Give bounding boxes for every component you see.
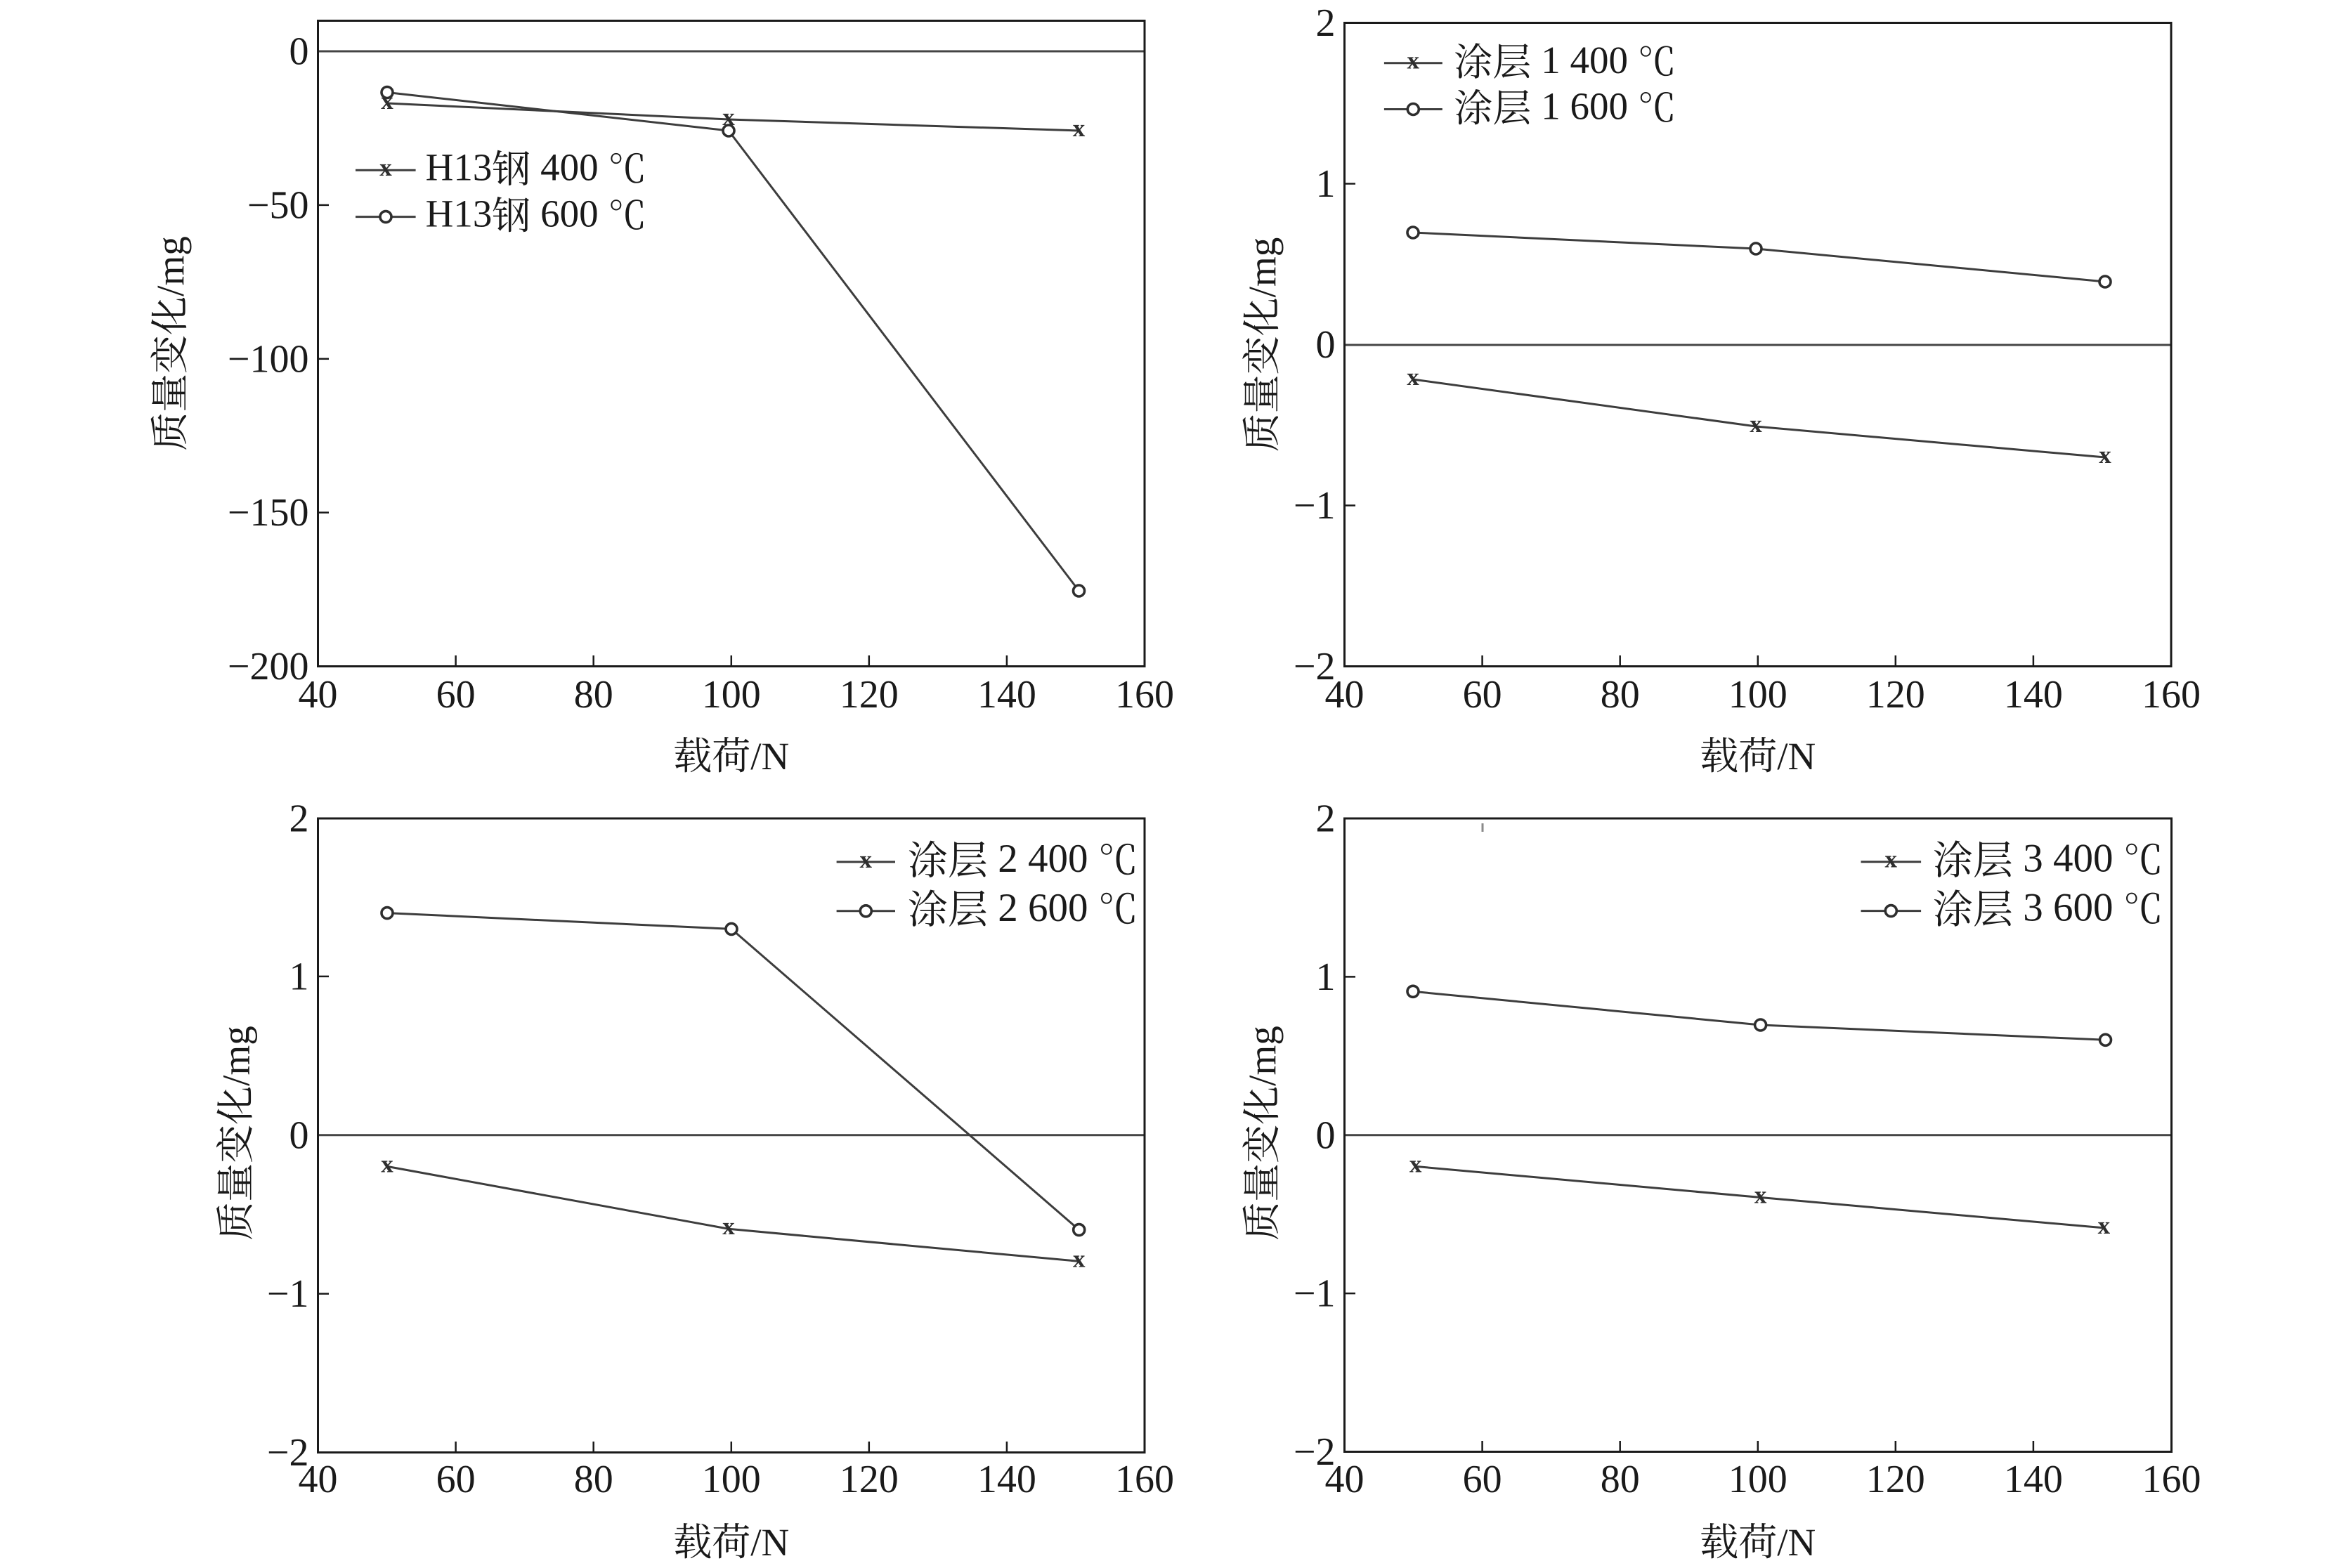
svg-text:/N: /N (750, 735, 789, 778)
svg-text:0: 0 (289, 30, 309, 74)
svg-text:160: 160 (1115, 673, 1174, 717)
svg-text:/N: /N (750, 1521, 789, 1564)
svg-text:60: 60 (1463, 1458, 1502, 1501)
svg-text:1 600: 1 600 (1541, 85, 1628, 128)
svg-text:120: 120 (840, 1458, 899, 1501)
svg-text:x: x (381, 1150, 393, 1177)
svg-text:100: 100 (702, 1458, 761, 1501)
svg-text:/mg: /mg (149, 236, 192, 296)
svg-text:−200: −200 (228, 645, 309, 688)
svg-text:x: x (1754, 1181, 1767, 1208)
svg-text:0: 0 (1316, 323, 1336, 367)
svg-text:H13: H13 (426, 192, 493, 235)
svg-text:−1: −1 (1294, 1272, 1336, 1316)
svg-text:−1: −1 (267, 1272, 309, 1316)
svg-text:x: x (1073, 1245, 1086, 1272)
svg-text:1: 1 (1316, 162, 1336, 206)
svg-text:−2: −2 (1294, 645, 1336, 688)
svg-text:160: 160 (1115, 1458, 1174, 1501)
svg-text:−50: −50 (247, 183, 309, 227)
svg-text:/mg: /mg (214, 1026, 257, 1086)
svg-text:−100: −100 (228, 337, 309, 381)
svg-text:x: x (2098, 1212, 2111, 1239)
svg-text:80: 80 (1601, 673, 1640, 717)
svg-text:x: x (722, 1213, 735, 1240)
svg-text:3 400: 3 400 (2023, 837, 2113, 881)
svg-text:60: 60 (1463, 673, 1502, 717)
svg-text:x: x (860, 846, 873, 873)
svg-text:/mg: /mg (1241, 237, 1284, 298)
svg-text:0: 0 (289, 1113, 309, 1157)
svg-text:40: 40 (299, 1458, 338, 1501)
svg-text:/N: /N (1777, 1521, 1816, 1564)
svg-text:−150: −150 (228, 491, 309, 535)
svg-text:80: 80 (1601, 1458, 1640, 1501)
svg-text:x: x (1407, 47, 1420, 74)
svg-text:H13: H13 (426, 145, 493, 188)
svg-text:120: 120 (1866, 673, 1925, 717)
svg-text:x: x (1073, 115, 1086, 142)
svg-text:/mg: /mg (1241, 1026, 1284, 1086)
svg-text:40: 40 (1325, 673, 1365, 717)
svg-text:120: 120 (840, 673, 899, 717)
svg-text:1 400: 1 400 (1541, 39, 1628, 81)
svg-text:60: 60 (436, 1458, 476, 1501)
svg-text:x: x (1750, 410, 1762, 438)
svg-text:3 600: 3 600 (2023, 886, 2113, 930)
svg-text:140: 140 (977, 1458, 1036, 1501)
svg-text:2: 2 (1316, 1, 1336, 45)
svg-text:40: 40 (1325, 1458, 1365, 1501)
svg-text:x: x (1409, 1150, 1422, 1177)
svg-text:2 400: 2 400 (998, 837, 1088, 881)
svg-text:100: 100 (1728, 1458, 1787, 1501)
svg-text:40: 40 (299, 673, 338, 717)
svg-text:400: 400 (540, 145, 599, 188)
svg-text:160: 160 (2142, 1458, 2201, 1501)
svg-text:100: 100 (702, 673, 761, 717)
svg-text:x: x (379, 154, 392, 181)
svg-text:1: 1 (1316, 955, 1336, 999)
svg-text:140: 140 (2004, 1458, 2063, 1501)
svg-text:−1: −1 (1294, 484, 1336, 528)
svg-text:x: x (1407, 363, 1419, 391)
svg-text:140: 140 (977, 673, 1036, 717)
svg-text:60: 60 (436, 673, 476, 717)
svg-text:1: 1 (289, 955, 309, 998)
svg-text:x: x (1885, 846, 1898, 873)
svg-text:2: 2 (1316, 797, 1336, 841)
svg-text:160: 160 (2142, 673, 2201, 717)
svg-text:2: 2 (289, 797, 309, 841)
svg-text:80: 80 (574, 673, 613, 717)
svg-text:0: 0 (1316, 1113, 1336, 1157)
svg-text:80: 80 (574, 1458, 613, 1501)
svg-text:2 600: 2 600 (998, 886, 1088, 930)
svg-text:100: 100 (1728, 673, 1787, 717)
svg-text:x: x (722, 103, 735, 131)
svg-text:−2: −2 (1294, 1430, 1336, 1474)
svg-text:−2: −2 (267, 1431, 309, 1475)
svg-text:140: 140 (2004, 673, 2063, 717)
svg-text:/N: /N (1777, 735, 1816, 778)
svg-text:600: 600 (540, 192, 599, 235)
svg-text:120: 120 (1866, 1458, 1925, 1501)
svg-text:x: x (2099, 441, 2111, 469)
